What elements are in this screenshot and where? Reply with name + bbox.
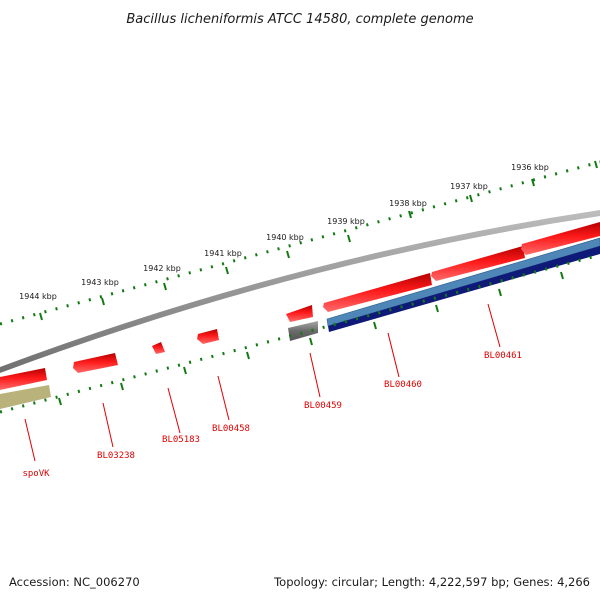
- gene-leader-lines: [24, 303, 501, 462]
- leader-bl00459: [309, 352, 321, 398]
- gene-label-bl00460[interactable]: BL00460: [384, 380, 422, 390]
- feature-navy-band: [328, 246, 600, 332]
- leader-bl03238: [102, 402, 114, 448]
- lower-scale-major-ticks: [58, 271, 564, 406]
- gene-arrow-bl00460[interactable]: [323, 273, 432, 312]
- kbp-label: 1937 kbp: [450, 182, 488, 191]
- kbp-label: 1942 kbp: [143, 264, 181, 273]
- kbp-label: 1938 kbp: [389, 199, 427, 208]
- upper-scale-major-ticks: [39, 160, 598, 321]
- major-tick: [309, 337, 313, 346]
- major-tick: [225, 266, 229, 275]
- kbp-label: 1944 kbp: [19, 292, 57, 301]
- gene-arrow-bl00461-b[interactable]: [521, 222, 600, 255]
- major-tick: [469, 194, 473, 203]
- major-tick: [120, 382, 124, 391]
- major-tick: [560, 271, 564, 280]
- gene-label-spovk[interactable]: spoVK: [22, 469, 50, 479]
- major-tick: [498, 288, 502, 297]
- major-tick: [435, 304, 439, 313]
- gene-label-bl00461[interactable]: BL00461: [484, 351, 522, 361]
- leader-spovk: [24, 418, 36, 462]
- major-tick: [101, 297, 105, 306]
- kbp-label: 1939 kbp: [327, 217, 365, 226]
- kbp-label: 1941 kbp: [204, 249, 242, 258]
- gene-label-bl00459[interactable]: BL00459: [304, 401, 342, 411]
- major-tick: [163, 282, 167, 291]
- map-title: Bacillus licheniformis ATCC 14580, compl…: [126, 12, 473, 27]
- major-tick: [58, 397, 62, 406]
- gene-arrow-bl00461-a[interactable]: [431, 246, 525, 281]
- gene-arrow-bl05183[interactable]: [152, 342, 165, 354]
- major-tick: [408, 210, 412, 219]
- gene-label-bl03238[interactable]: BL03238: [97, 451, 135, 461]
- major-tick: [347, 234, 351, 243]
- major-tick: [246, 351, 250, 360]
- leader-bl00461: [487, 303, 501, 348]
- major-tick: [373, 321, 377, 330]
- gene-label-bl05183[interactable]: BL05183: [162, 435, 200, 445]
- gene-arrow-spovk[interactable]: [0, 368, 47, 390]
- leader-bl00458: [217, 375, 230, 421]
- gene-label-bl00458[interactable]: BL00458: [212, 424, 250, 434]
- gene-box-grey[interactable]: [288, 321, 318, 341]
- kbp-label: 1936 kbp: [511, 163, 549, 172]
- upper-scale-dots: [0, 160, 600, 326]
- major-tick: [39, 312, 43, 321]
- leader-bl05183: [167, 387, 181, 434]
- gene-arrow-bl00459[interactable]: [286, 305, 313, 322]
- topology-summary: Topology: circular; Length: 4,222,597 bp…: [273, 575, 590, 589]
- leader-bl00460: [387, 332, 400, 378]
- gene-arrow-bl00458[interactable]: [197, 329, 219, 344]
- accession-text: Accession: NC_006270: [9, 575, 140, 589]
- kbp-label: 1943 kbp: [81, 278, 119, 287]
- feature-blue-band: [326, 237, 600, 327]
- major-tick: [183, 366, 187, 375]
- kbp-label: 1940 kbp: [266, 233, 304, 242]
- feature-olive-band: [0, 385, 51, 409]
- major-tick: [286, 250, 290, 259]
- major-tick: [531, 178, 535, 187]
- major-tick: [594, 160, 598, 169]
- gene-arrow-bl03238[interactable]: [73, 353, 118, 373]
